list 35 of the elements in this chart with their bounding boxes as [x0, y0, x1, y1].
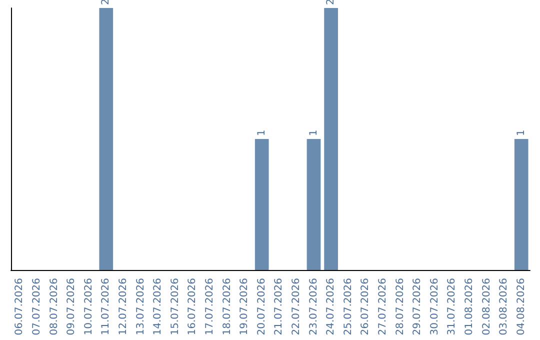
x-tick-label: 06.07.2026 [14, 278, 26, 336]
x-tick-label: 17.07.2026 [204, 278, 216, 336]
x-tick-label: 10.07.2026 [83, 278, 94, 336]
x-tick-label: 23.07.2026 [308, 278, 320, 336]
x-tick-label: 31.07.2026 [446, 278, 458, 336]
x-tick-label: 01.08.2026 [464, 278, 475, 336]
x-tick-label: 27.07.2026 [377, 278, 388, 336]
data-label: 1 [308, 130, 320, 136]
x-tick-label: 16.07.2026 [187, 278, 198, 336]
x-tick-label: 12.07.2026 [118, 278, 129, 336]
x-tick-label: 02.08.2026 [481, 278, 492, 336]
x-tick-label: 30.07.2026 [429, 278, 440, 336]
x-tick-label: 21.07.2026 [274, 278, 285, 336]
x-tick-label: 04.08.2026 [516, 278, 527, 336]
x-tick-label: 29.07.2026 [412, 278, 424, 336]
x-tick-label: 11.07.2026 [100, 278, 112, 336]
data-label: 1 [516, 130, 527, 136]
x-tick-label: 07.07.2026 [31, 278, 42, 336]
x-tick-label: 19.07.2026 [239, 278, 250, 336]
data-label: 1 [256, 130, 268, 136]
x-tick-label: 09.07.2026 [66, 278, 78, 336]
x-tick-label: 28.07.2026 [394, 278, 406, 336]
x-tick-label: 26.07.2026 [360, 278, 372, 336]
x-tick-label: 15.07.2026 [170, 278, 181, 336]
x-tick-label: 18.07.2026 [222, 278, 233, 336]
data-label: 2 [100, 0, 112, 5]
x-tick-label: 22.07.2026 [290, 278, 302, 336]
x-tick-label: 03.08.2026 [498, 278, 510, 336]
x-tick-label: 25.07.2026 [342, 278, 354, 336]
x-tick-label: 14.07.2026 [152, 278, 164, 336]
x-tick-label: 20.07.2026 [256, 278, 268, 336]
x-tick-label: 08.07.2026 [48, 278, 60, 336]
x-tick-label: 13.07.2026 [135, 278, 146, 336]
x-tick-label: 24.07.2026 [326, 278, 337, 336]
data-label: 2 [326, 0, 337, 5]
